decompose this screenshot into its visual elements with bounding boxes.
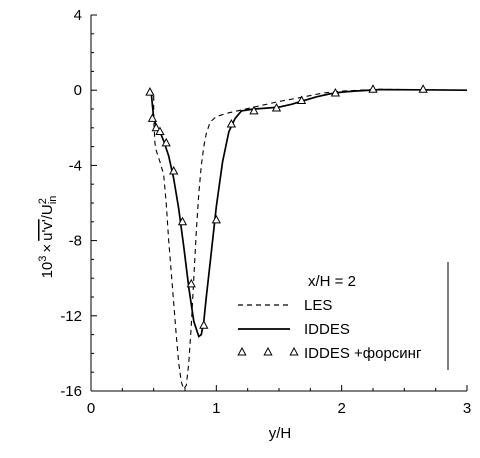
legend-label-les: LES <box>304 297 332 314</box>
x-tick-label: 3 <box>463 400 471 417</box>
legend-label-iddes: IDDES <box>304 321 350 338</box>
x-tick-label: 2 <box>337 400 345 417</box>
y-tick-label: -12 <box>60 308 82 325</box>
y-tick-label: -4 <box>69 157 82 174</box>
y-axis-title: 103 × u'v'/U2in <box>37 196 59 279</box>
y-tick-label: -8 <box>69 233 82 250</box>
forcing-marker <box>161 137 171 147</box>
legend-swatch-forcing <box>237 346 299 356</box>
ylabel-U: U <box>39 204 56 215</box>
series-line-iddes <box>150 88 468 338</box>
series-line-les <box>153 88 468 391</box>
x-axis-title: y/H <box>269 425 292 442</box>
forcing-marker <box>226 118 237 128</box>
forcing-marker <box>249 105 259 115</box>
y-tick-label: -16 <box>60 383 82 400</box>
forcing-marker <box>169 165 179 175</box>
forcing-marker <box>151 122 161 132</box>
svg-text:103×u'v'/U2in: 103 × u'v'/U2in <box>37 196 59 279</box>
forcing-marker <box>211 214 221 224</box>
legend-triangle <box>263 346 273 356</box>
forcing-marker <box>271 103 282 112</box>
forcing-marker <box>418 84 428 93</box>
legend-label-forcing: IDDES +форсинг <box>304 345 422 362</box>
legend: x/H = 2 LES IDDES IDDES +форсинг <box>237 262 449 370</box>
ylabel-U-sub: in <box>47 196 59 205</box>
forcing-marker <box>177 216 188 226</box>
axes <box>90 15 467 392</box>
ylabel-U-sup: 2 <box>37 198 49 204</box>
forcing-marker <box>147 113 158 122</box>
ylabel-times: × <box>39 244 56 253</box>
ylabel-slash: / <box>39 214 56 219</box>
legend-triangle <box>289 346 299 356</box>
forcing-marker <box>155 126 165 136</box>
x-tick-label: 0 <box>87 400 95 417</box>
forcing-marker <box>296 95 307 105</box>
y-tick-label: 4 <box>74 7 82 24</box>
forcing-marker <box>199 320 209 329</box>
legend-annotation: x/H = 2 <box>308 273 356 290</box>
ylabel-base: 10 <box>39 262 56 279</box>
ylabel-exp: 3 <box>37 256 49 262</box>
y-tick-label: 0 <box>74 82 82 99</box>
series-layer <box>145 84 468 391</box>
ylabel-uv: u'v' <box>39 219 56 241</box>
x-tick-label: 1 <box>212 400 220 417</box>
forcing-marker <box>368 84 378 93</box>
forcing-marker <box>186 278 196 288</box>
legend-triangle <box>237 346 247 356</box>
forcing-marker <box>330 87 341 97</box>
ticks: 4 0 -4 -8 -12 -16 0 1 2 3 <box>60 7 471 417</box>
forcing-marker <box>145 87 155 96</box>
